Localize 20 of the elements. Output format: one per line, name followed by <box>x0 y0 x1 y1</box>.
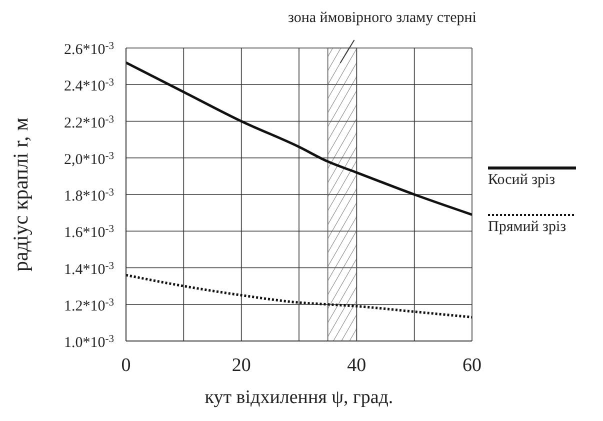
x-tick-label: 40 <box>347 355 366 376</box>
text: Прямий зріз <box>488 218 568 236</box>
y-tick-label: 2.4*10$^{-3}$ <box>64 77 114 95</box>
x-tick-label: 20 <box>232 355 251 376</box>
line-series <box>126 61 472 216</box>
y-tick-label: 1.4*10$^{-3}$ <box>64 260 114 278</box>
y-tick-label: 2,0*10$^{-3}$ <box>64 150 114 168</box>
line-series <box>126 274 472 318</box>
x-tick-label: 60 <box>462 355 482 376</box>
y-tick-label: 1.6*10$^{-3}$ <box>64 224 114 242</box>
y-tick-label: 2.2*10$^{-3}$ <box>64 114 114 132</box>
x-axis-title: кут відхилення ψ, град. <box>204 387 394 408</box>
y-tick-label: 2.6*10$^{-3}$ <box>64 40 114 58</box>
x-tick-label: 0 <box>121 355 131 376</box>
y-tick-label: 1.0*10$^{-3}$ <box>64 334 114 351</box>
y-tick-label: 1.8*10$^{-3}$ <box>64 187 114 204</box>
y-tick-label: 1.2*10$^{-3}$ <box>64 296 114 314</box>
text: Косий зріз <box>488 172 556 188</box>
y-axis-title: радіус краплі r, м <box>8 118 32 272</box>
band-label: зона ймовірного зламу стерні <box>288 10 476 26</box>
